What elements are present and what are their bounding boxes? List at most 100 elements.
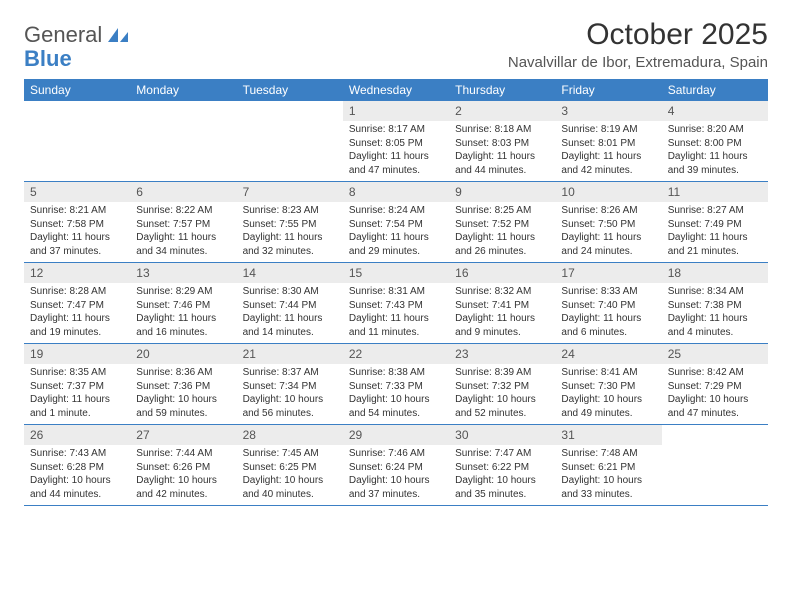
daylight-text: Daylight: 11 hours and 14 minutes. [243,312,337,339]
daylight-text: Daylight: 10 hours and 56 minutes. [243,393,337,420]
daylight-text: Daylight: 10 hours and 52 minutes. [455,393,549,420]
title-block: October 2025 Navalvillar de Ibor, Extrem… [508,18,768,71]
day-details: Sunrise: 8:39 AMSunset: 7:32 PMDaylight:… [449,366,555,420]
daylight-text: Daylight: 11 hours and 11 minutes. [349,312,443,339]
day-cell [237,101,343,181]
sunrise-text: Sunrise: 8:33 AM [561,285,655,299]
sunset-text: Sunset: 7:50 PM [561,218,655,232]
day-cell: 28Sunrise: 7:45 AMSunset: 6:25 PMDayligh… [237,425,343,505]
daylight-text: Daylight: 11 hours and 47 minutes. [349,150,443,177]
day-details: Sunrise: 8:20 AMSunset: 8:00 PMDaylight:… [662,123,768,177]
day-details: Sunrise: 7:45 AMSunset: 6:25 PMDaylight:… [237,447,343,501]
daylight-text: Daylight: 10 hours and 42 minutes. [136,474,230,501]
daylight-text: Daylight: 10 hours and 54 minutes. [349,393,443,420]
weekday-saturday: Saturday [662,79,768,101]
sunset-text: Sunset: 8:01 PM [561,137,655,151]
weekday-friday: Friday [555,79,661,101]
sunrise-text: Sunrise: 8:27 AM [668,204,762,218]
brand-logo: General [24,18,132,48]
sunrise-text: Sunrise: 7:45 AM [243,447,337,461]
sunset-text: Sunset: 7:33 PM [349,380,443,394]
day-cell: 18Sunrise: 8:34 AMSunset: 7:38 PMDayligh… [662,263,768,343]
sunrise-text: Sunrise: 8:32 AM [455,285,549,299]
sunset-text: Sunset: 7:34 PM [243,380,337,394]
day-number: 24 [555,344,661,364]
sunset-text: Sunset: 6:25 PM [243,461,337,475]
day-cell: 20Sunrise: 8:36 AMSunset: 7:36 PMDayligh… [130,344,236,424]
day-number: 31 [555,425,661,445]
weeks-container: 1Sunrise: 8:17 AMSunset: 8:05 PMDaylight… [24,101,768,506]
week-row: 1Sunrise: 8:17 AMSunset: 8:05 PMDaylight… [24,101,768,182]
day-number: 16 [449,263,555,283]
sunrise-text: Sunrise: 8:26 AM [561,204,655,218]
sunset-text: Sunset: 7:36 PM [136,380,230,394]
daylight-text: Daylight: 10 hours and 35 minutes. [455,474,549,501]
daylight-text: Daylight: 10 hours and 59 minutes. [136,393,230,420]
sail-icon [106,26,130,44]
sunrise-text: Sunrise: 8:36 AM [136,366,230,380]
sunset-text: Sunset: 6:24 PM [349,461,443,475]
day-cell: 27Sunrise: 7:44 AMSunset: 6:26 PMDayligh… [130,425,236,505]
daylight-text: Daylight: 11 hours and 37 minutes. [30,231,124,258]
day-details: Sunrise: 7:43 AMSunset: 6:28 PMDaylight:… [24,447,130,501]
day-cell: 23Sunrise: 8:39 AMSunset: 7:32 PMDayligh… [449,344,555,424]
day-cell: 13Sunrise: 8:29 AMSunset: 7:46 PMDayligh… [130,263,236,343]
day-details: Sunrise: 8:29 AMSunset: 7:46 PMDaylight:… [130,285,236,339]
day-details: Sunrise: 8:42 AMSunset: 7:29 PMDaylight:… [662,366,768,420]
sunrise-text: Sunrise: 8:31 AM [349,285,443,299]
day-number: 9 [449,182,555,202]
daylight-text: Daylight: 11 hours and 39 minutes. [668,150,762,177]
day-details: Sunrise: 8:33 AMSunset: 7:40 PMDaylight:… [555,285,661,339]
sunrise-text: Sunrise: 8:19 AM [561,123,655,137]
day-cell: 8Sunrise: 8:24 AMSunset: 7:54 PMDaylight… [343,182,449,262]
sunrise-text: Sunrise: 8:21 AM [30,204,124,218]
day-details: Sunrise: 8:24 AMSunset: 7:54 PMDaylight:… [343,204,449,258]
day-number: 25 [662,344,768,364]
daylight-text: Daylight: 11 hours and 4 minutes. [668,312,762,339]
day-cell: 24Sunrise: 8:41 AMSunset: 7:30 PMDayligh… [555,344,661,424]
day-number: 13 [130,263,236,283]
sunset-text: Sunset: 7:40 PM [561,299,655,313]
sunrise-text: Sunrise: 8:25 AM [455,204,549,218]
daylight-text: Daylight: 11 hours and 34 minutes. [136,231,230,258]
day-cell: 21Sunrise: 8:37 AMSunset: 7:34 PMDayligh… [237,344,343,424]
day-details: Sunrise: 8:22 AMSunset: 7:57 PMDaylight:… [130,204,236,258]
sunrise-text: Sunrise: 7:46 AM [349,447,443,461]
daylight-text: Daylight: 11 hours and 6 minutes. [561,312,655,339]
day-number: 21 [237,344,343,364]
day-number: 3 [555,101,661,121]
daylight-text: Daylight: 11 hours and 32 minutes. [243,231,337,258]
day-cell: 5Sunrise: 8:21 AMSunset: 7:58 PMDaylight… [24,182,130,262]
daylight-text: Daylight: 11 hours and 26 minutes. [455,231,549,258]
day-number [662,425,768,431]
sunrise-text: Sunrise: 8:23 AM [243,204,337,218]
sunrise-text: Sunrise: 7:43 AM [30,447,124,461]
day-number: 17 [555,263,661,283]
sunset-text: Sunset: 7:49 PM [668,218,762,232]
day-number [24,101,130,107]
day-cell: 3Sunrise: 8:19 AMSunset: 8:01 PMDaylight… [555,101,661,181]
sunrise-text: Sunrise: 8:38 AM [349,366,443,380]
day-cell [24,101,130,181]
daylight-text: Daylight: 11 hours and 29 minutes. [349,231,443,258]
daylight-text: Daylight: 10 hours and 33 minutes. [561,474,655,501]
month-title: October 2025 [508,18,768,52]
brand-text-2: Blue [24,46,72,72]
sunset-text: Sunset: 7:57 PM [136,218,230,232]
sunrise-text: Sunrise: 8:39 AM [455,366,549,380]
day-details: Sunrise: 8:18 AMSunset: 8:03 PMDaylight:… [449,123,555,177]
sunset-text: Sunset: 7:29 PM [668,380,762,394]
day-cell: 6Sunrise: 8:22 AMSunset: 7:57 PMDaylight… [130,182,236,262]
day-number: 18 [662,263,768,283]
sunset-text: Sunset: 8:03 PM [455,137,549,151]
brand-text-1: General [24,22,102,48]
sunset-text: Sunset: 7:30 PM [561,380,655,394]
sunrise-text: Sunrise: 8:30 AM [243,285,337,299]
day-cell: 19Sunrise: 8:35 AMSunset: 7:37 PMDayligh… [24,344,130,424]
day-details: Sunrise: 8:35 AMSunset: 7:37 PMDaylight:… [24,366,130,420]
sunset-text: Sunset: 7:37 PM [30,380,124,394]
sunrise-text: Sunrise: 8:24 AM [349,204,443,218]
daylight-text: Daylight: 11 hours and 9 minutes. [455,312,549,339]
day-details: Sunrise: 7:44 AMSunset: 6:26 PMDaylight:… [130,447,236,501]
calendar: Sunday Monday Tuesday Wednesday Thursday… [24,79,768,506]
